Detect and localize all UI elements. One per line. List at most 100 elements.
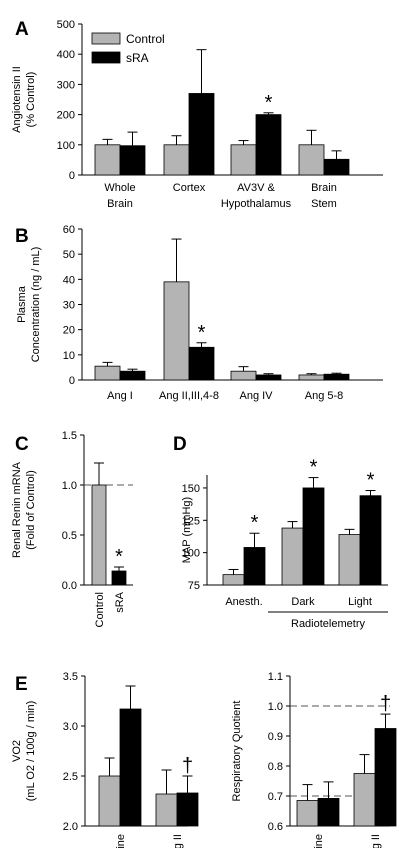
y-tick-label: 150 <box>182 483 200 495</box>
bar-treatment <box>188 93 215 176</box>
panel-rq: 0.6 0.7 0.8 0.9 1.0 1.1 † Saline Ang II Respirato… <box>231 671 397 848</box>
bar-treatment <box>302 487 325 586</box>
significance-marker: * <box>265 92 273 114</box>
y-tick-label: 100 <box>57 140 75 152</box>
bar-treatment <box>119 708 142 827</box>
y-axis-label: Renal Renin mRNA <box>11 461 23 558</box>
bar-control <box>338 534 361 586</box>
category-label: Ang II <box>172 834 184 848</box>
y-axis-label: Angiotensin II <box>11 66 23 133</box>
legend-swatch-control <box>91 32 121 45</box>
y-tick-label: 0.5 <box>62 530 77 542</box>
y-tick-label: 40 <box>63 274 75 286</box>
bar-control <box>91 484 107 586</box>
category-label: Ang 5-8 <box>305 390 344 402</box>
y-tick-label: 0.8 <box>268 761 283 773</box>
category-label: Brain <box>311 182 337 194</box>
dagger-marker: † <box>182 755 193 777</box>
y-tick-label: 0 <box>69 170 75 182</box>
bar-control <box>298 374 325 381</box>
category-label: Hypothalamus <box>221 198 292 210</box>
y-tick-label: 0.6 <box>268 821 283 833</box>
bar-control <box>298 144 325 176</box>
y-tick-label: 20 <box>63 325 75 337</box>
bar-control <box>230 370 257 381</box>
bar-treatment <box>255 374 282 381</box>
y-tick-label: 60 <box>63 224 75 236</box>
bar-treatment <box>323 373 350 381</box>
y-axis-label: (Fold of Control) <box>25 470 37 549</box>
bar-control <box>98 775 121 827</box>
significance-marker: * <box>251 512 259 534</box>
bar-treatment <box>111 570 127 586</box>
panel-letter: C <box>15 434 29 455</box>
bar-treatment <box>359 495 382 586</box>
y-tick-label: 0.9 <box>268 731 283 743</box>
y-axis-label: VO2 <box>11 740 23 762</box>
category-label: Ang I <box>107 390 133 402</box>
legend: Control sRA <box>91 32 165 65</box>
category-label: Ang IV <box>239 390 273 402</box>
category-label: Saline <box>313 834 325 848</box>
bar-treatment <box>323 158 350 176</box>
category-label: Ang II <box>370 834 382 848</box>
y-tick-label: 0 <box>69 375 75 387</box>
group-label: Radiotelemetry <box>291 618 365 630</box>
panel-e: E 2.0 2.5 3.0 3.5 † Saline Ang II VO2(mL O2 / 10… <box>11 671 199 848</box>
category-label: Stem <box>311 198 337 210</box>
significance-marker: * <box>310 457 318 479</box>
y-tick-label: 10 <box>63 350 75 362</box>
panel-b: B 0 10 20 30 40 50 60 * Ang I Ang II,III,4-8 Ang IV… <box>15 224 383 402</box>
y-tick-label: 2.5 <box>63 771 78 783</box>
y-axis-label: Respiratory Quotient <box>231 701 243 802</box>
category-label: sRA <box>114 591 126 612</box>
y-tick-label: 1.1 <box>268 671 283 683</box>
category-label: Ang II,III,4-8 <box>159 390 219 402</box>
bar-control <box>94 144 121 176</box>
bar-treatment <box>374 728 397 827</box>
legend-swatch-treatment <box>91 51 121 64</box>
dagger-marker: † <box>380 693 391 715</box>
y-axis-label: Concentration (ng / mL) <box>30 247 42 363</box>
category-label: Anesth. <box>225 596 262 608</box>
category-label: Control <box>94 592 106 627</box>
bar-control <box>163 281 190 381</box>
y-tick-label: 1.0 <box>62 480 77 492</box>
category-label: AV3V & <box>237 182 275 194</box>
bar-control <box>222 574 245 586</box>
bar-control <box>163 144 190 176</box>
y-axis-label: (% Control) <box>25 72 37 128</box>
y-tick-label: 0.7 <box>268 791 283 803</box>
y-tick-label: 500 <box>57 19 75 31</box>
bar-treatment <box>176 792 199 827</box>
y-tick-label: 3.0 <box>63 721 78 733</box>
y-tick-label: 300 <box>57 79 75 91</box>
legend-label-treatment: sRA <box>126 51 149 65</box>
panel-c: C 0.0 0.5 1.0 1.5 * Control sRA Renal Renin mRNA… <box>11 430 133 627</box>
bar-treatment <box>119 370 146 381</box>
category-label: Whole <box>104 182 135 194</box>
significance-marker: * <box>367 470 375 492</box>
bar-control <box>94 365 121 381</box>
category-label: Light <box>348 596 372 608</box>
panel-letter: E <box>15 674 28 695</box>
y-tick-label: 125 <box>182 515 200 527</box>
y-axis-label: (mL O2 / 100g / min) <box>25 701 37 801</box>
bar-control <box>281 527 304 586</box>
y-tick-label: 0.0 <box>62 580 77 592</box>
panel-a: A 0 100 200 300 400 500 * Whole Brain Cortex AV3V &… <box>11 19 383 210</box>
bar-control <box>296 800 319 827</box>
bar-control <box>353 773 376 827</box>
bar-treatment <box>243 547 266 586</box>
panel-d: D 75 100 125 150 * * * Anesth. Dark Light Radiotele… <box>173 434 388 630</box>
bar-treatment <box>188 346 215 381</box>
category-label: Dark <box>291 596 315 608</box>
y-tick-label: 3.5 <box>63 671 78 683</box>
y-tick-label: 75 <box>188 580 200 592</box>
y-tick-label: 1.5 <box>62 430 77 442</box>
bar-treatment <box>255 114 282 176</box>
y-tick-label: 100 <box>182 548 200 560</box>
bar-treatment <box>119 145 146 176</box>
significance-marker: * <box>115 546 123 568</box>
